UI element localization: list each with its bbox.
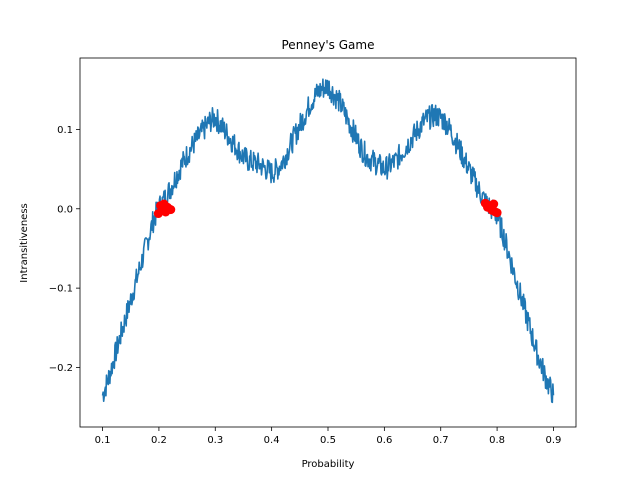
plot-area [79, 57, 577, 428]
y-axis-label: Intransitiveness [19, 203, 30, 282]
plot-background [80, 58, 576, 427]
x-axis-label: Probability [302, 459, 355, 470]
scatter-point [166, 205, 176, 215]
x-tick-label: 0.4 [264, 435, 280, 446]
y-tick-label: 0.0 [57, 204, 73, 215]
y-tick-label: −0.2 [49, 363, 73, 374]
x-tick-label: 0.6 [376, 435, 392, 446]
x-tick-label: 0.5 [320, 435, 336, 446]
scatter-point [489, 199, 499, 209]
x-tick-label: 0.7 [433, 435, 449, 446]
scatter-point [492, 208, 502, 218]
data-layer [101, 78, 555, 404]
y-axis: −0.2 −0.1 0.0 0.1 [49, 125, 80, 374]
y-tick-label: −0.1 [49, 284, 73, 295]
x-axis: 0.1 0.2 0.3 0.4 0.5 0.6 0.7 0.8 0.9 [95, 427, 562, 446]
x-tick-label: 0.8 [489, 435, 505, 446]
x-tick-label: 0.9 [546, 435, 562, 446]
x-tick-label: 0.2 [151, 435, 167, 446]
series-line [101, 78, 555, 404]
x-tick-label: 0.1 [95, 435, 111, 446]
y-tick-label: 0.1 [57, 125, 73, 136]
chart-title: Penney's Game [282, 38, 375, 52]
x-tick-label: 0.3 [207, 435, 223, 446]
